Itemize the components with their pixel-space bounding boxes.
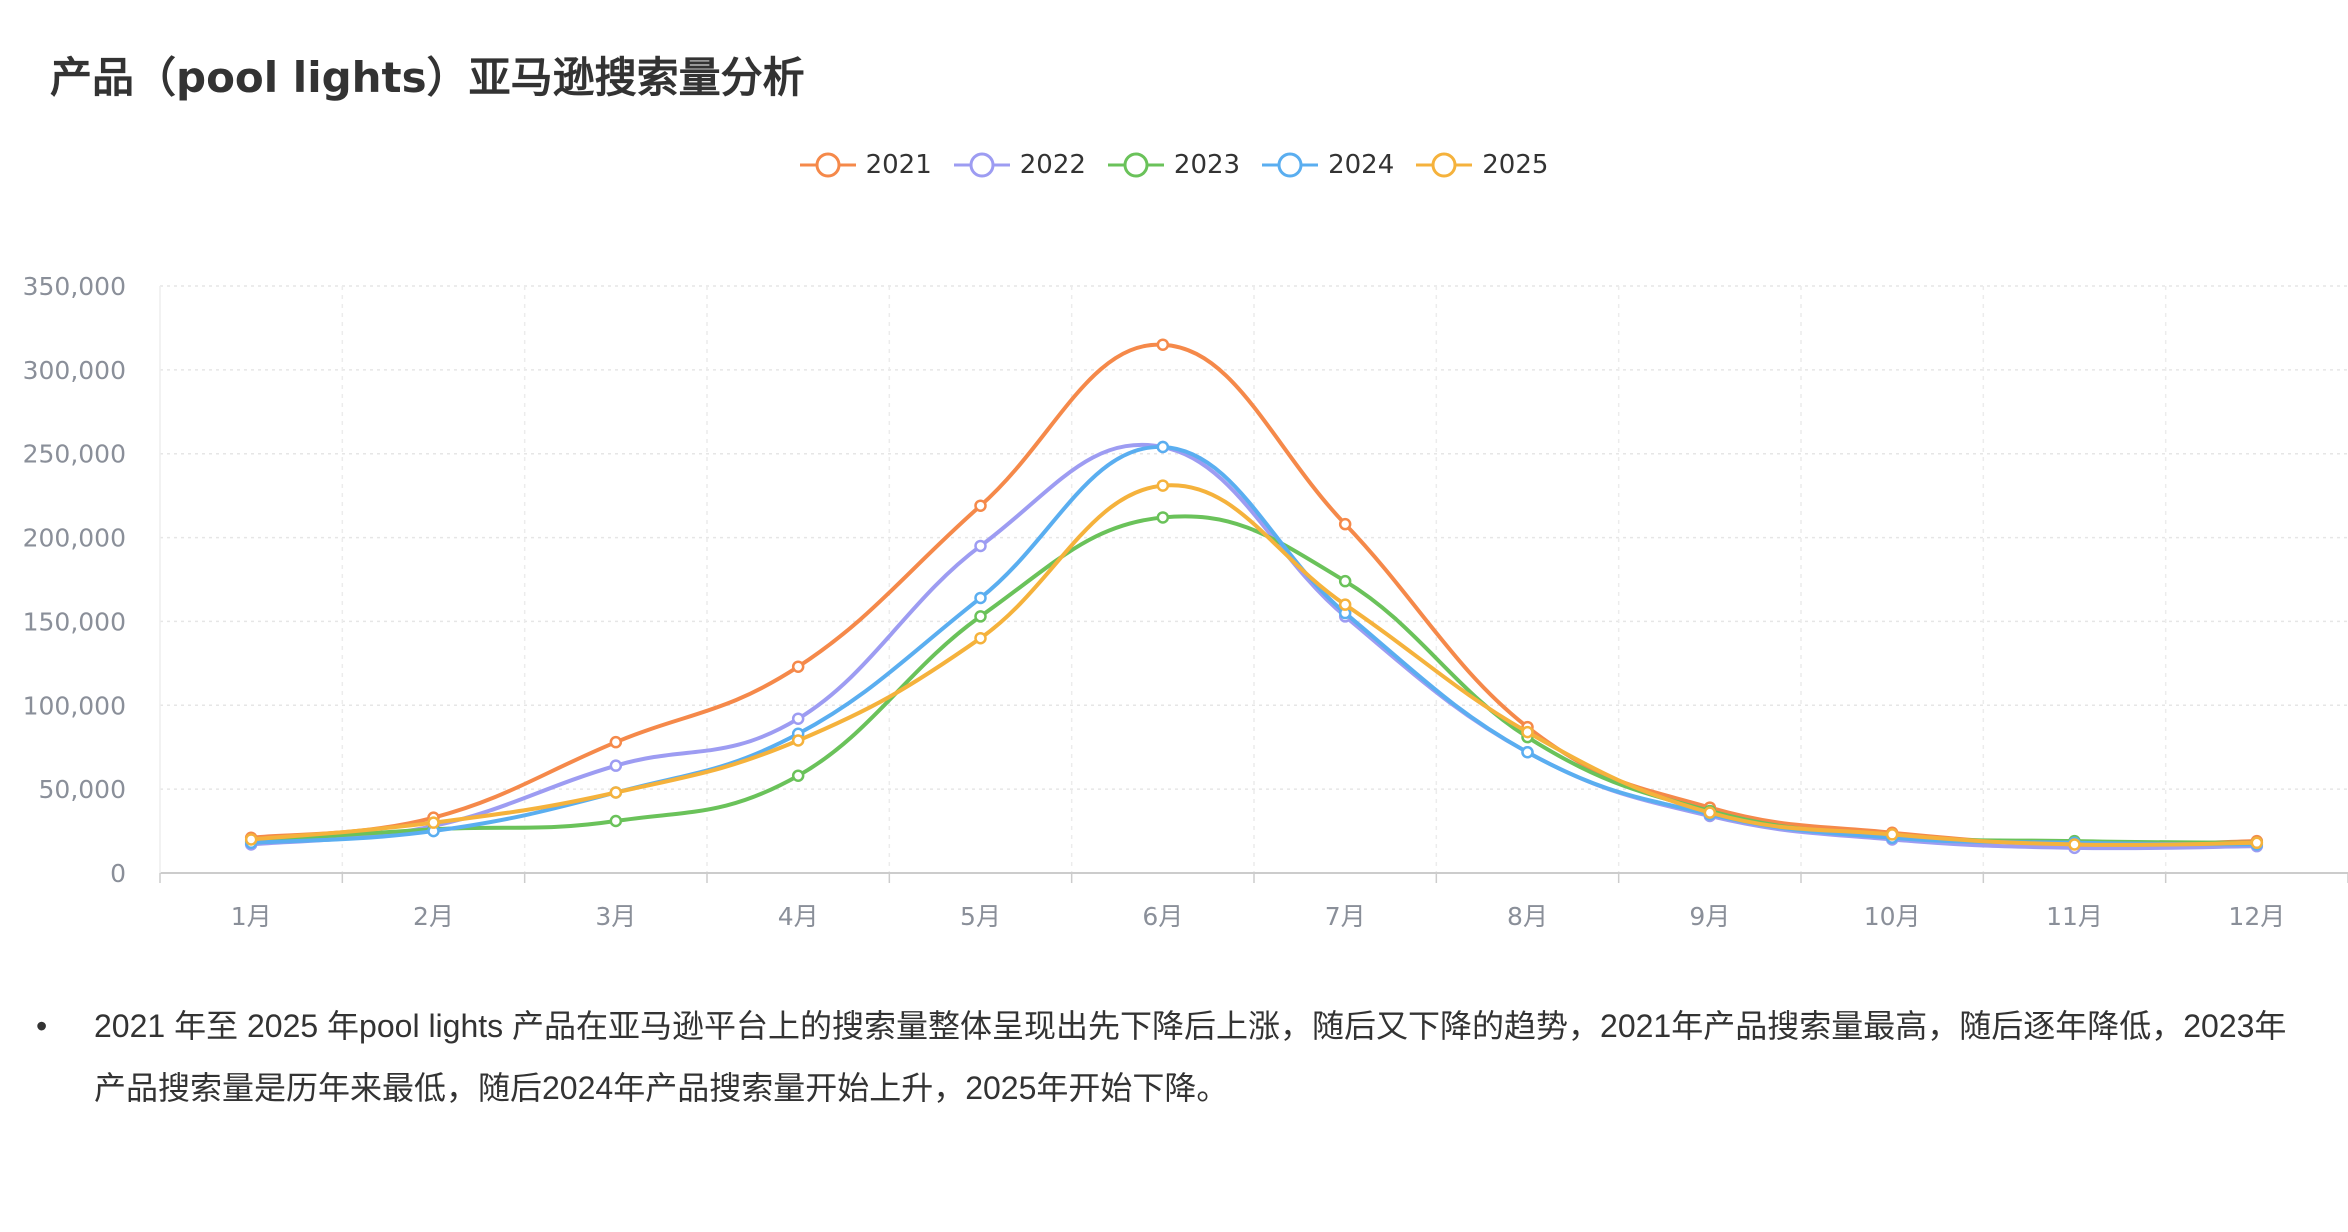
data-point-2025 xyxy=(2068,838,2081,851)
y-tick-label: 150,000 xyxy=(23,607,126,636)
x-tick-label: 3月 xyxy=(595,902,636,931)
page-title: 产品（pool lights）亚马逊搜索量分析 xyxy=(50,53,805,102)
y-tick-label: 200,000 xyxy=(23,524,126,553)
line-chart: 0 50,000 100,000 150,000 200,000 250,000 300,0… xyxy=(23,272,2348,931)
data-point-2025 xyxy=(609,786,623,799)
legend-marker-icon xyxy=(1107,152,1164,178)
x-tick-label: 7月 xyxy=(1325,902,1366,931)
x-tick-label: 12月 xyxy=(2228,902,2285,931)
data-point-2022 xyxy=(974,539,987,553)
data-point-2021 xyxy=(791,660,805,673)
legend-label: 2023 xyxy=(1173,150,1241,180)
analysis-note: • 2021 年至 2025 年pool lights 产品在亚马逊平台上的搜索… xyxy=(36,995,2296,1119)
data-point-2023 xyxy=(609,814,623,828)
legend-label: 2024 xyxy=(1328,150,1395,180)
legend-item-2021[interactable]: 2021 xyxy=(799,150,932,180)
data-point-2024 xyxy=(974,591,987,605)
legend-marker-icon xyxy=(953,152,1010,178)
y-tick-label: 300,000 xyxy=(23,356,126,385)
x-tick-label: 2月 xyxy=(413,902,454,931)
data-point-2025 xyxy=(244,833,258,846)
legend-item-2022[interactable]: 2022 xyxy=(953,150,1086,180)
data-point-2024 xyxy=(1521,745,1534,759)
x-tick-label: 8月 xyxy=(1507,902,1548,931)
legend-label: 2022 xyxy=(1019,150,1086,180)
y-tick-label: 250,000 xyxy=(23,440,126,469)
legend-marker-icon xyxy=(1262,152,1319,178)
data-point-2025 xyxy=(1521,725,1534,739)
data-point-2023 xyxy=(974,610,987,623)
x-tick-label: 6月 xyxy=(1142,902,1183,931)
legend-marker-icon xyxy=(799,152,856,178)
y-tick-label: 100,000 xyxy=(23,691,126,720)
data-point-2023 xyxy=(1338,574,1352,588)
x-tick-label: 11月 xyxy=(2046,902,2103,931)
x-tick-label: 4月 xyxy=(778,902,819,931)
legend-item-2024[interactable]: 2024 xyxy=(1262,150,1394,180)
data-point-2022 xyxy=(609,759,623,772)
legend-label: 2025 xyxy=(1482,150,1549,180)
data-point-2025 xyxy=(1338,598,1352,611)
x-tick-label: 1月 xyxy=(231,902,272,931)
legend-label: 2021 xyxy=(865,150,932,180)
data-point-2021 xyxy=(1338,517,1352,531)
bullet: • xyxy=(36,1008,48,1044)
data-point-2021 xyxy=(609,735,623,749)
data-point-2024 xyxy=(1156,440,1170,454)
y-tick-label: 0 xyxy=(110,859,126,888)
x-tick-label: 9月 xyxy=(1689,902,1730,931)
data-point-2025 xyxy=(2250,836,2264,850)
data-point-2023 xyxy=(791,769,805,782)
data-point-2022 xyxy=(791,712,805,725)
data-point-2025 xyxy=(1703,806,1717,819)
data-point-2025 xyxy=(974,631,987,645)
data-point-2025 xyxy=(1885,828,1899,841)
legend-item-2023[interactable]: 2023 xyxy=(1107,150,1241,180)
chart-legend: 2021 2022 2023 2024 2025 xyxy=(0,150,2348,180)
y-tick-label: 50,000 xyxy=(39,775,126,804)
data-point-2025 xyxy=(427,816,440,829)
data-point-2021 xyxy=(974,499,987,512)
data-point-2025 xyxy=(791,734,805,747)
legend-item-2025[interactable]: 2025 xyxy=(1416,150,1548,180)
x-tick-label: 10月 xyxy=(1864,902,1921,931)
data-point-2023 xyxy=(1156,511,1170,524)
x-tick-label: 5月 xyxy=(960,902,1001,931)
analysis-text: 2021 年至 2025 年pool lights 产品在亚马逊平台上的搜索量整… xyxy=(94,1008,2287,1106)
data-point-2025 xyxy=(1156,479,1170,492)
legend-marker-icon xyxy=(1416,152,1473,178)
y-tick-label: 350,000 xyxy=(23,272,126,301)
data-point-2021 xyxy=(1156,338,1170,351)
